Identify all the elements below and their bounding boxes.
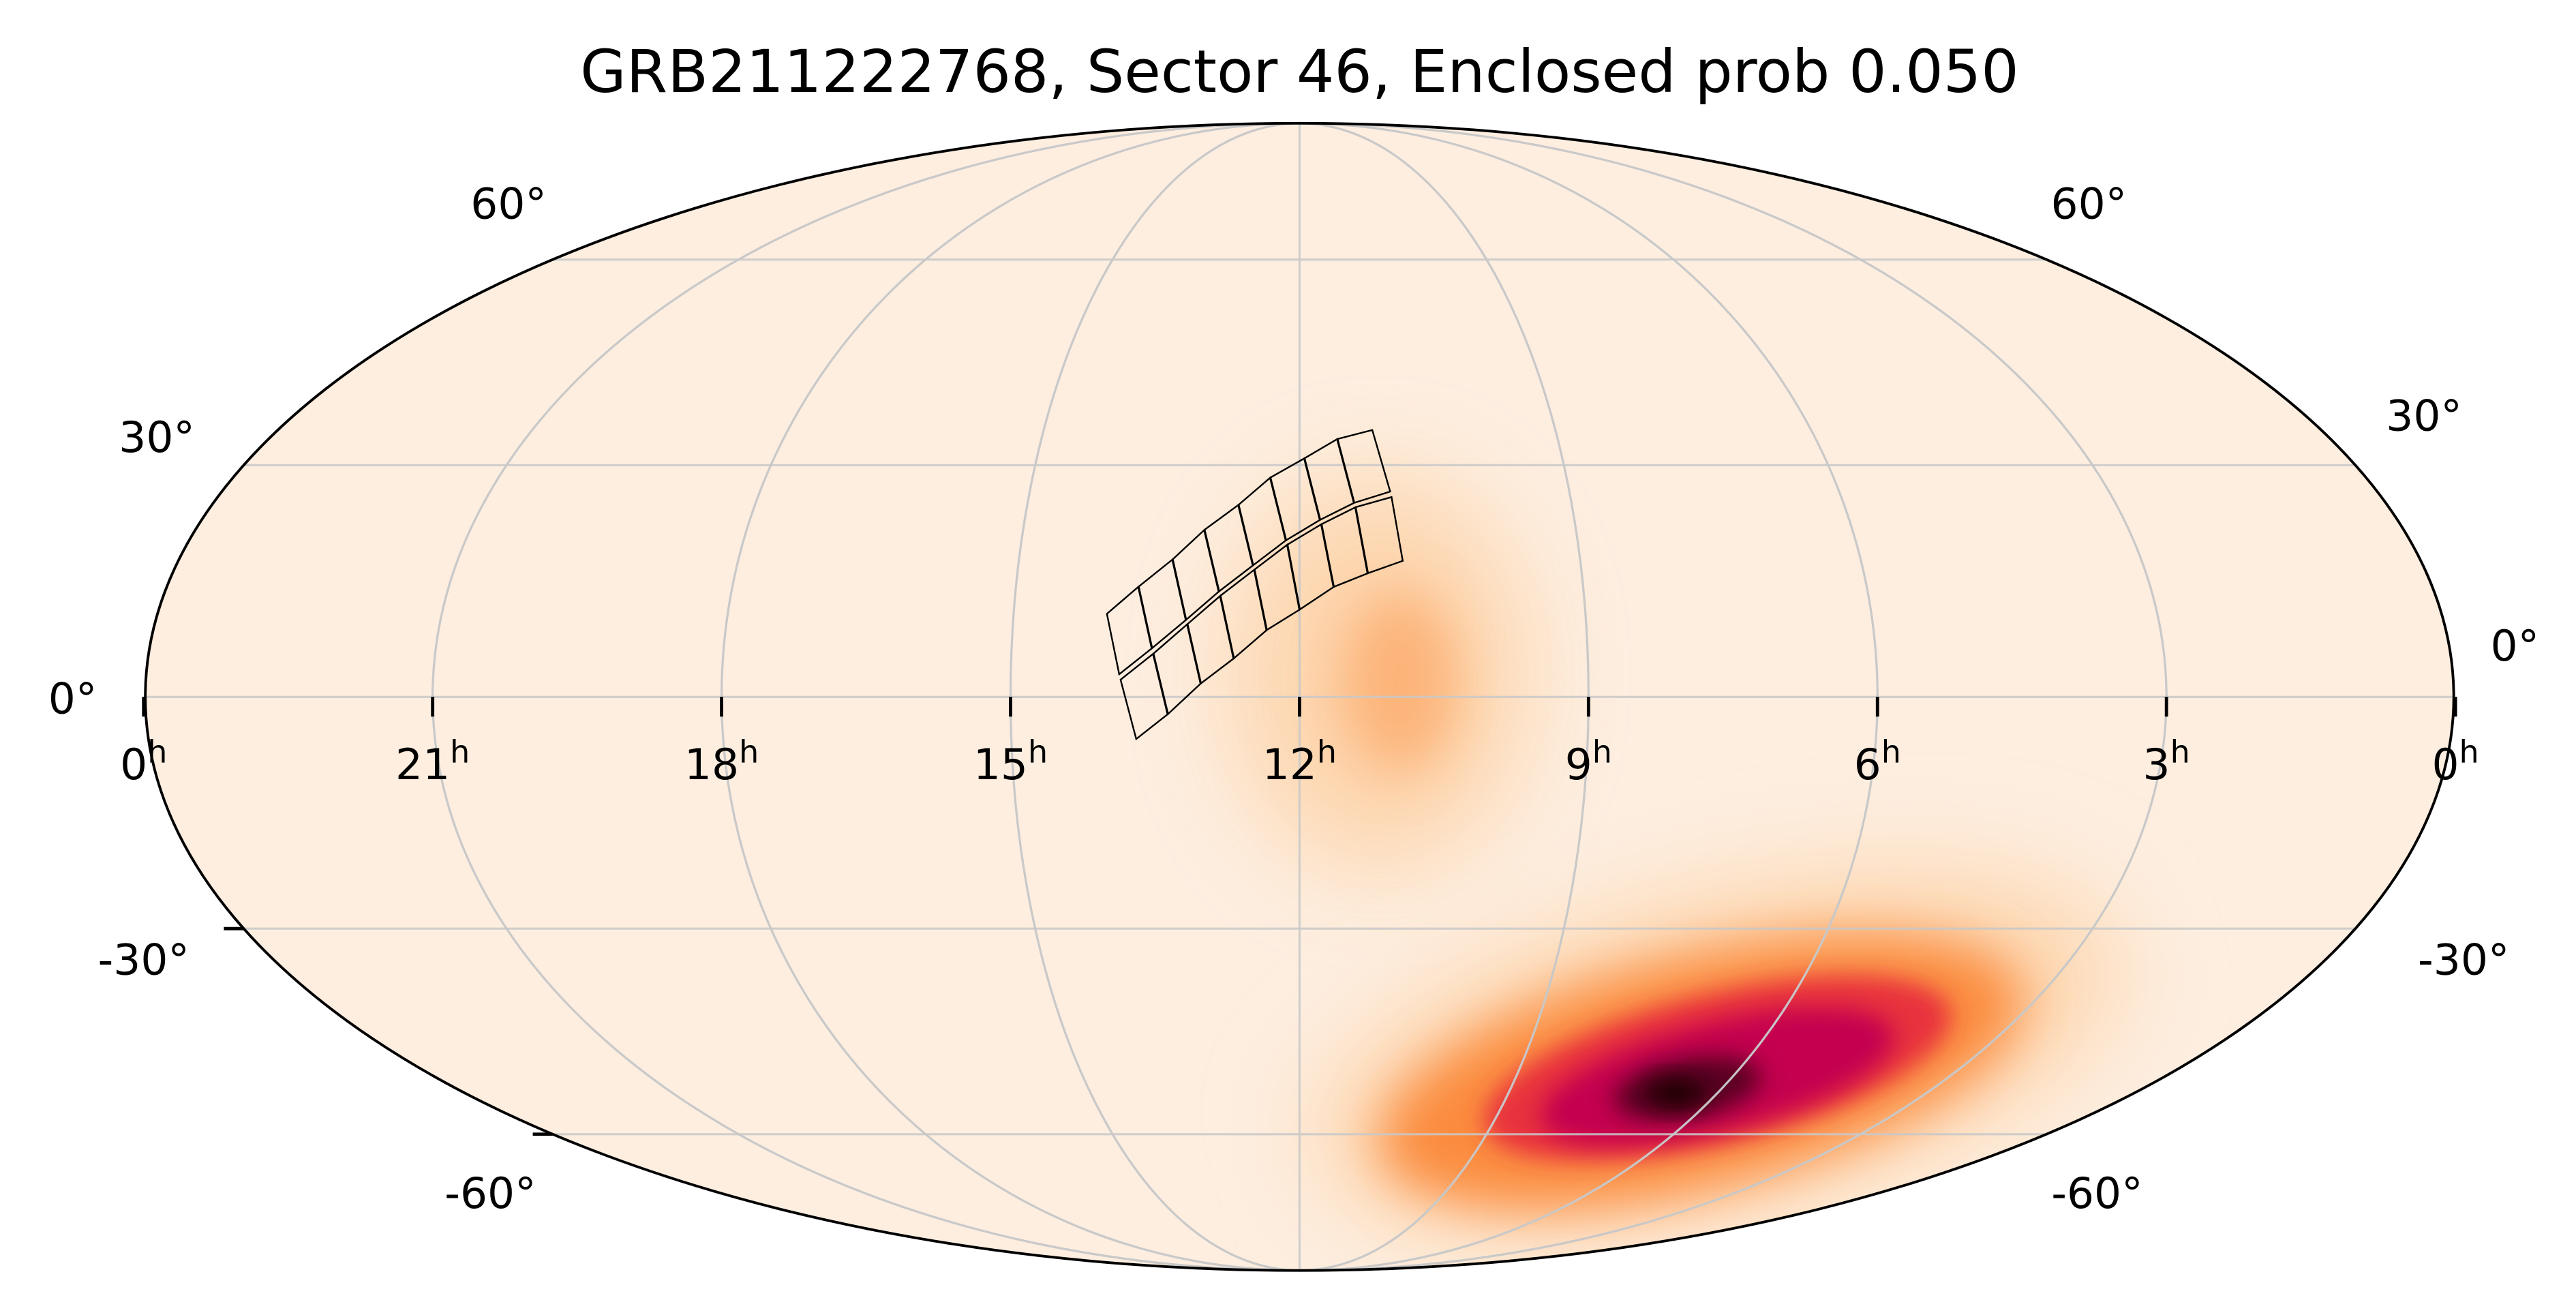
ra-label: 0h xyxy=(120,734,167,789)
axis-ticks xyxy=(142,697,2457,1136)
dec-label: 30° xyxy=(119,412,195,462)
ra-label: 18h xyxy=(684,734,759,789)
dec-label: -30° xyxy=(98,935,190,985)
sector-footprint xyxy=(1106,429,1404,741)
ra-label: 12h xyxy=(1262,734,1337,789)
secondary-probability-blob xyxy=(1230,477,1528,871)
dec-label: 60° xyxy=(470,179,547,229)
ccd-tile xyxy=(1354,496,1404,575)
ra-label: 21h xyxy=(395,734,470,789)
chart-title: GRB211222768, Sector 46, Enclosed prob 0… xyxy=(580,37,2019,106)
ra-label: 6h xyxy=(1854,734,1901,789)
dec-label: 0° xyxy=(48,674,97,724)
ra-label: 15h xyxy=(973,734,1048,789)
ra-labels: 0h 21h 18h 15h 12h 9h 6h 3h 0h xyxy=(120,734,2479,789)
dec-label: -30° xyxy=(2418,935,2509,985)
ra-label: 3h xyxy=(2143,734,2190,789)
dec-labels: 60° 60° 30° 30° 0° 0° -30° -30° -60° -60… xyxy=(48,179,2539,1218)
ra-label: 0h xyxy=(2431,734,2479,789)
dec-label: 30° xyxy=(2386,391,2462,441)
primary-probability-blob xyxy=(1315,871,2120,1233)
dec-label: 60° xyxy=(2051,179,2127,229)
dec-label: -60° xyxy=(444,1168,536,1218)
dec-label: 0° xyxy=(2491,621,2540,671)
ccd-tile xyxy=(1336,429,1391,504)
ra-label: 9h xyxy=(1565,734,1612,789)
dec-label: -60° xyxy=(2051,1168,2142,1218)
